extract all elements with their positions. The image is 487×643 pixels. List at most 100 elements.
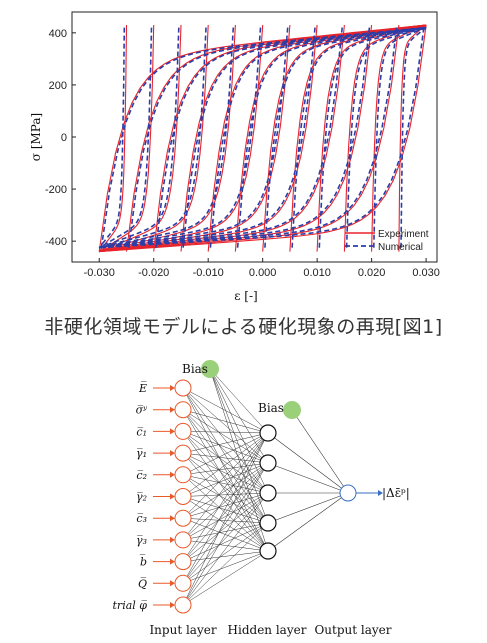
unloading-branch [99,24,291,253]
connection [182,517,269,552]
input-node [174,422,192,440]
hidden-node [259,424,277,442]
connection [267,492,349,524]
input-node [174,444,192,462]
connection [182,474,269,524]
connection [182,517,269,524]
connection [182,431,269,552]
loading-branch [236,26,427,248]
unloading-branch [98,24,182,253]
y-tick-label: 0 [61,132,67,144]
connection [182,550,269,584]
connection [182,409,269,434]
x-tick-label: -0.010 [193,267,224,279]
connection [182,492,269,562]
hidden-node [259,514,277,532]
network-nodes: E̅ σ̅ʸ c̅₁ γ̅₁ c̅₂ γ̅₂ c̅₃ γ̅₃ b̅ Q̅ trial φ̅ [113,360,357,614]
output-node [339,484,357,502]
connection [182,462,269,497]
hysteresis-chart: -0.030 -0.020 -0.010 0.000 0.010 0.020 0.030 4… [29,11,440,303]
legend: Experiment Numerical [345,229,429,253]
loading-branch [345,26,427,248]
connection [182,432,269,584]
unloading-branch [98,27,207,249]
connection [182,522,269,541]
unloading-branch [98,27,180,249]
curves [98,24,427,253]
unloading-branch [99,27,425,249]
unloading-branch [98,27,153,249]
input-label: b̅ [139,554,147,568]
y-tick-label: 200 [49,80,67,92]
y-tick-label: 400 [49,28,67,40]
input-arrow-head [170,558,175,565]
connection [182,522,269,562]
network-connections [153,368,383,608]
bias-input-label: Bias [182,362,208,376]
input-node [174,379,192,397]
connection [267,492,349,552]
y-axis-label: σ [MPa] [29,113,43,161]
connection [182,492,269,519]
input-layer-label: Input layer [149,623,216,637]
loading-branch [98,24,427,252]
loading-branch [316,24,427,252]
input-node [174,574,192,592]
unloading-branch [99,24,318,253]
x-tick-label: -0.030 [84,267,115,279]
input-arrow-head [170,450,175,457]
loading-branch [209,26,427,248]
input-arrow-head [170,385,175,391]
connection [182,431,269,434]
input-arrow-head [170,602,175,608]
input-node [174,509,192,527]
connection [182,474,269,494]
unloading-branch [99,27,235,249]
x-tick-label: 0.020 [358,267,386,279]
connection [182,409,269,552]
connection [182,522,269,584]
connection [209,368,269,552]
x-axis-label: ε [-] [234,289,257,303]
loading-branch [343,24,427,252]
neural-network-diagram: E̅ σ̅ʸ c̅₁ γ̅₁ c̅₂ γ̅₂ c̅₃ γ̅₃ b̅ Q̅ trial φ̅ Bias… [113,360,410,637]
connection [182,432,269,562]
loading-branch [291,26,427,248]
connection [182,387,269,552]
input-label: γ̅₃ [136,534,147,547]
connection [182,452,269,552]
connection [182,432,269,606]
bias-hidden-label: Bias [258,401,284,415]
input-label: σ̅ʸ [136,404,148,417]
unloading-branch [99,24,427,253]
connection [267,462,349,494]
connection [182,522,269,606]
connection [182,462,269,541]
legend-numerical: Numerical [378,242,423,253]
connection [182,462,269,562]
connection [182,492,269,497]
connection [182,387,269,464]
input-node [174,596,192,614]
x-tick-label: -0.020 [138,267,169,279]
input-label: c̅₂ [136,469,147,482]
input-arrow-head [170,536,175,543]
input-node [174,531,192,549]
x-tick-label: 0.010 [303,267,331,279]
input-label: γ̅₁ [136,447,147,460]
loading-branch [264,26,427,248]
input-node [174,401,192,419]
connection [182,462,269,606]
connection [182,432,269,541]
connection [182,550,269,562]
input-label: γ̅₂ [136,491,147,504]
input-label: trial φ̅ [113,599,148,612]
input-label: E̅ [138,381,147,395]
unloading-branch [99,27,398,249]
hidden-node [259,542,277,560]
connection [182,539,269,552]
connection [182,462,269,584]
unloading-branch [99,24,209,253]
input-arrow-head [170,515,175,522]
